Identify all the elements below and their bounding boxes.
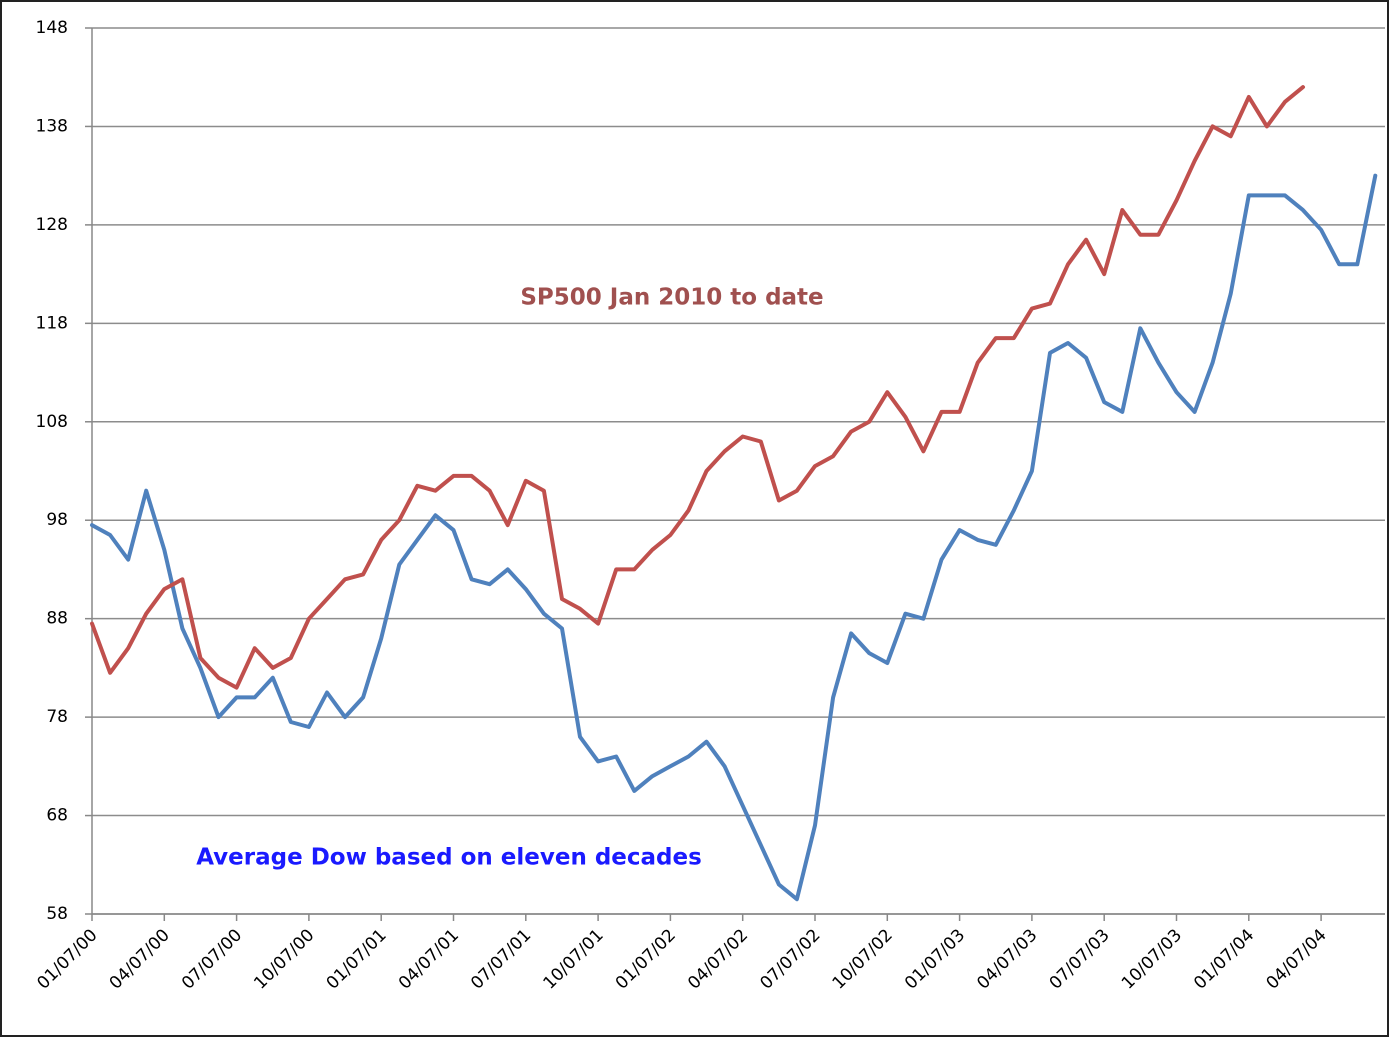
y-tick-label: 138 — [36, 116, 68, 136]
y-tick-label: 88 — [46, 609, 68, 629]
y-tick-label: 118 — [36, 313, 68, 333]
line-series — [90, 173, 1378, 902]
y-tick-label: 68 — [46, 806, 68, 826]
y-tick-label: 148 — [36, 18, 68, 38]
y-tick-label: 98 — [46, 510, 68, 530]
y-tick-label: 128 — [36, 215, 68, 235]
y-tick-label: 108 — [36, 412, 68, 432]
line-series — [90, 85, 1305, 690]
y-tick-label: 78 — [46, 707, 68, 727]
annotation: Average Dow based on eleven decades — [196, 845, 702, 871]
annotation: SP500 Jan 2010 to date — [520, 285, 823, 311]
y-tick-label: 58 — [46, 904, 68, 924]
